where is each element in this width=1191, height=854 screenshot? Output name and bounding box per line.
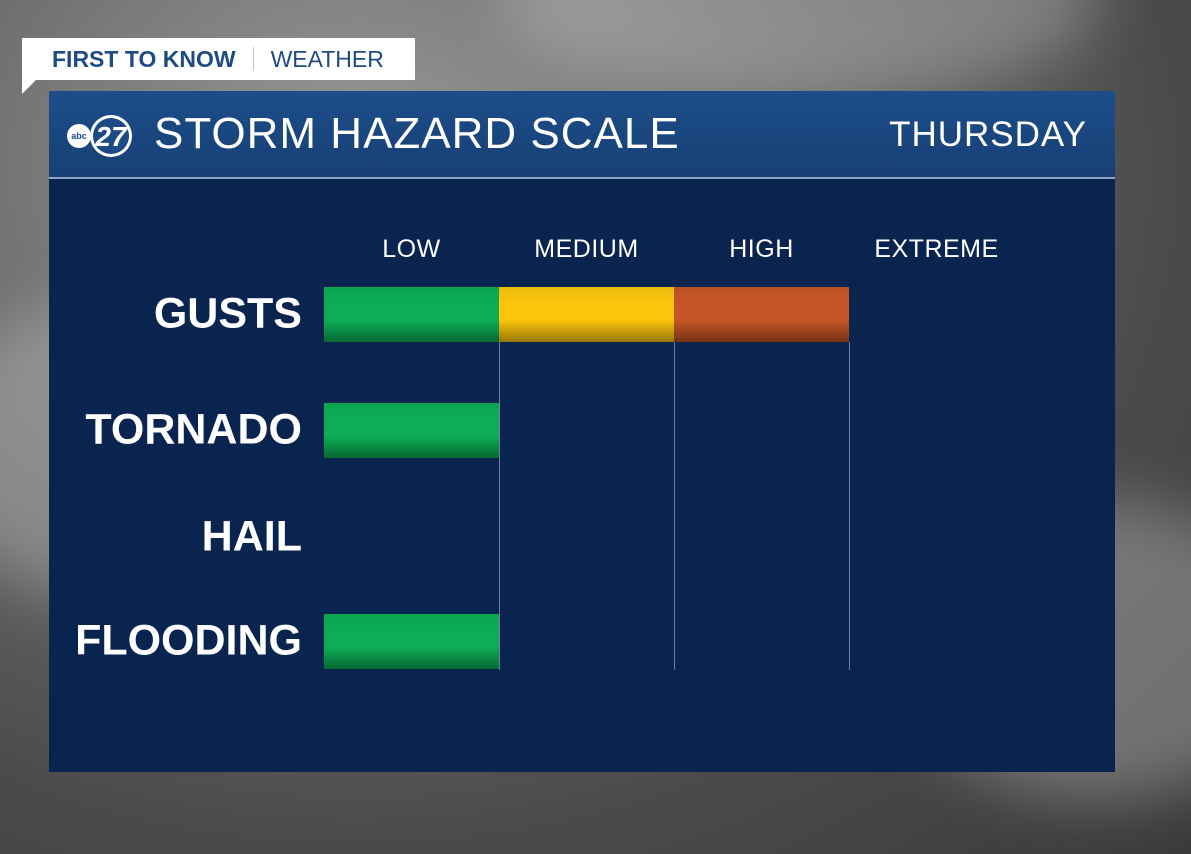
banner: FIRST TO KNOW WEATHER: [22, 38, 415, 94]
page-title: STORM HAZARD SCALE: [154, 109, 680, 158]
banner-tail: [22, 80, 36, 94]
bar-gusts-low: [324, 287, 499, 342]
row-label-hail: HAIL: [201, 512, 302, 561]
bar-flooding-low: [324, 614, 499, 669]
svg-text:abc: abc: [71, 131, 87, 141]
banner-brand: FIRST TO KNOW: [52, 45, 236, 72]
bar-gusts-high: [674, 287, 849, 342]
hazard-panel: 27 abc STORM HAZARD SCALE THURSDAY LOW ME…: [49, 91, 1115, 772]
row-label-tornado: TORNADO: [85, 405, 302, 454]
level-label-medium: MEDIUM: [534, 235, 639, 263]
header: 27 abc STORM HAZARD SCALE THURSDAY: [49, 91, 1115, 179]
grid-line: [499, 342, 500, 670]
divider: [252, 47, 254, 71]
bar-gusts-medium: [499, 287, 674, 342]
svg-text:27: 27: [94, 121, 128, 152]
banner-section: WEATHER: [270, 45, 384, 72]
row-label-gusts: GUSTS: [153, 289, 302, 338]
grid-line: [674, 342, 675, 670]
day-label: THURSDAY: [889, 115, 1087, 154]
level-label-low: LOW: [382, 235, 441, 263]
level-label-high: HIGH: [729, 235, 794, 263]
row-label-flooding: FLOODING: [75, 616, 302, 665]
grid-line: [849, 342, 850, 670]
level-label-extreme: EXTREME: [874, 235, 999, 263]
abc27-logo: 27 abc: [67, 115, 132, 157]
cloud: [500, 0, 1100, 100]
bar-tornado-low: [324, 403, 499, 458]
